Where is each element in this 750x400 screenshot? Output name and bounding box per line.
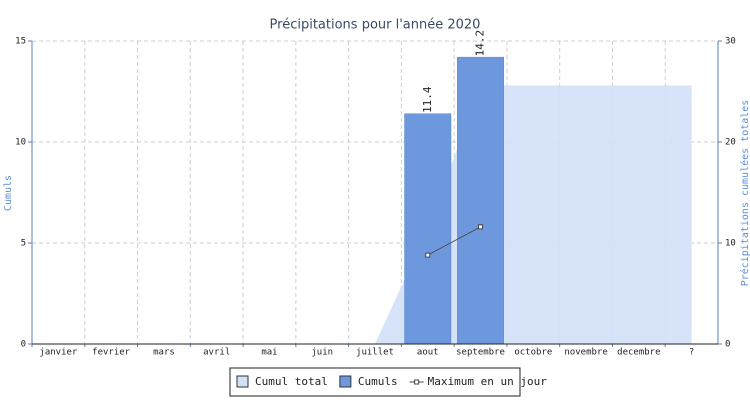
legend-label: Cumul total [255, 375, 328, 388]
value-label: 14.2 [474, 30, 487, 57]
line-marker [425, 252, 431, 258]
x-tick-label: mai [261, 348, 277, 358]
value-label: 11.4 [421, 86, 434, 113]
y2-tick-label: 10 [725, 239, 736, 249]
y-tick-label: 10 [15, 138, 26, 148]
legend-box [229, 367, 521, 397]
bar [404, 113, 452, 345]
line-marker [478, 224, 484, 230]
bar [457, 56, 505, 345]
y2-axis-label: Précipitations cumulées totales [739, 100, 750, 287]
x-tick-label: janvier [39, 348, 78, 358]
y-tick-label: 0 [21, 340, 26, 350]
y2-tick-label: 30 [725, 37, 736, 47]
legend-swatch [236, 375, 249, 388]
y2-tick-label: 20 [725, 138, 736, 148]
x-tick-label: octobre [514, 348, 552, 358]
legend-label: Cumuls [358, 375, 398, 388]
x-tick-label: avril [203, 348, 230, 358]
y-tick-label: 15 [15, 37, 26, 47]
x-tick-label: juin [311, 348, 333, 358]
legend-swatch [339, 375, 352, 388]
line [427, 226, 481, 256]
x-tick-label: ? [689, 348, 694, 358]
y2-tick-label: 0 [725, 340, 730, 350]
area [375, 85, 692, 344]
x-tick-label: mars [153, 348, 175, 358]
x-tick-label: novembre [564, 348, 607, 358]
x-tick-label: fevrier [92, 348, 131, 358]
x-tick-label: decembre [617, 348, 660, 358]
x-tick-label: septembre [456, 348, 505, 358]
legend-label: Maximum en un jour [428, 375, 548, 388]
x-tick-label: juillet [356, 348, 394, 358]
legend-swatch [414, 379, 420, 385]
chart-title: Précipitations pour l'année 2020 [270, 18, 481, 33]
y-tick-label: 5 [21, 239, 26, 249]
x-tick-label: aout [417, 348, 439, 358]
y-axis-label: Cumuls [3, 175, 14, 211]
